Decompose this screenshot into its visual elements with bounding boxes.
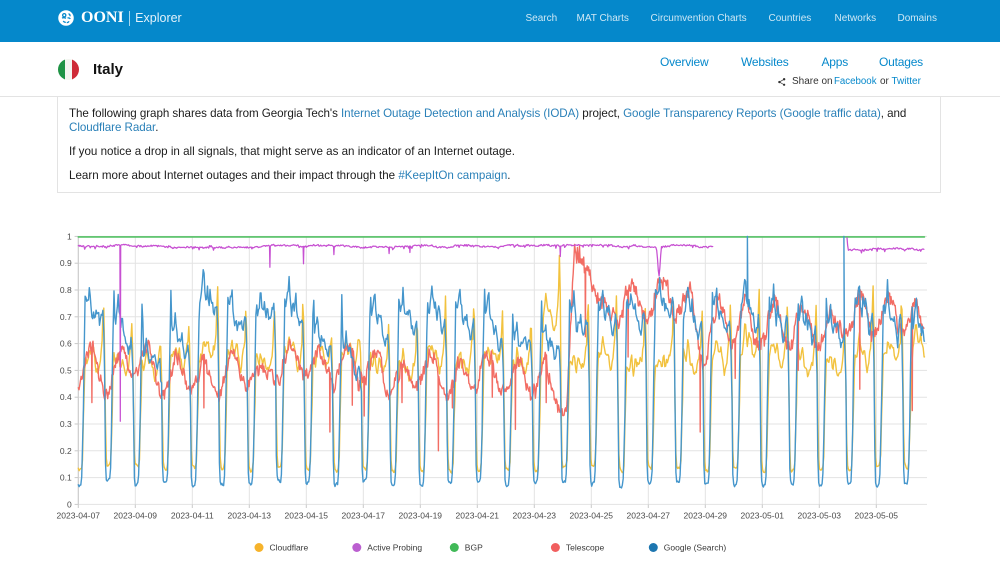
svg-text:2023-04-27: 2023-04-27 xyxy=(627,511,671,521)
svg-text:0.1: 0.1 xyxy=(60,473,72,483)
svg-text:0.6: 0.6 xyxy=(60,339,72,349)
svg-text:0.4: 0.4 xyxy=(60,392,72,402)
svg-text:2023-04-15: 2023-04-15 xyxy=(285,511,329,521)
svg-text:BGP: BGP xyxy=(465,543,483,553)
svg-text:2023-04-23: 2023-04-23 xyxy=(513,511,557,521)
svg-text:0.2: 0.2 xyxy=(60,446,72,456)
svg-text:0.3: 0.3 xyxy=(60,419,72,429)
svg-text:0.8: 0.8 xyxy=(60,285,72,295)
svg-text:2023-04-25: 2023-04-25 xyxy=(570,511,614,521)
svg-text:Active Probing: Active Probing xyxy=(367,543,422,553)
svg-text:2023-04-13: 2023-04-13 xyxy=(228,511,272,521)
svg-text:2023-04-07: 2023-04-07 xyxy=(57,511,101,521)
svg-text:0.7: 0.7 xyxy=(60,312,72,322)
svg-text:0.9: 0.9 xyxy=(60,258,72,268)
svg-text:0: 0 xyxy=(67,499,72,509)
svg-text:2023-05-03: 2023-05-03 xyxy=(798,511,842,521)
svg-text:Google (Search): Google (Search) xyxy=(664,543,727,553)
svg-text:2023-05-05: 2023-05-05 xyxy=(855,511,899,521)
svg-text:Telescope: Telescope xyxy=(566,543,605,553)
svg-text:2023-04-11: 2023-04-11 xyxy=(171,511,214,521)
svg-text:0.5: 0.5 xyxy=(60,365,72,375)
svg-text:2023-04-09: 2023-04-09 xyxy=(114,511,158,521)
svg-text:2023-04-21: 2023-04-21 xyxy=(456,511,500,521)
svg-text:2023-04-19: 2023-04-19 xyxy=(399,511,443,521)
svg-text:2023-05-01: 2023-05-01 xyxy=(741,511,785,521)
svg-text:2023-04-29: 2023-04-29 xyxy=(684,511,728,521)
svg-text:1: 1 xyxy=(67,231,72,241)
svg-text:Cloudflare: Cloudflare xyxy=(270,543,309,553)
svg-text:2023-04-17: 2023-04-17 xyxy=(342,511,386,521)
